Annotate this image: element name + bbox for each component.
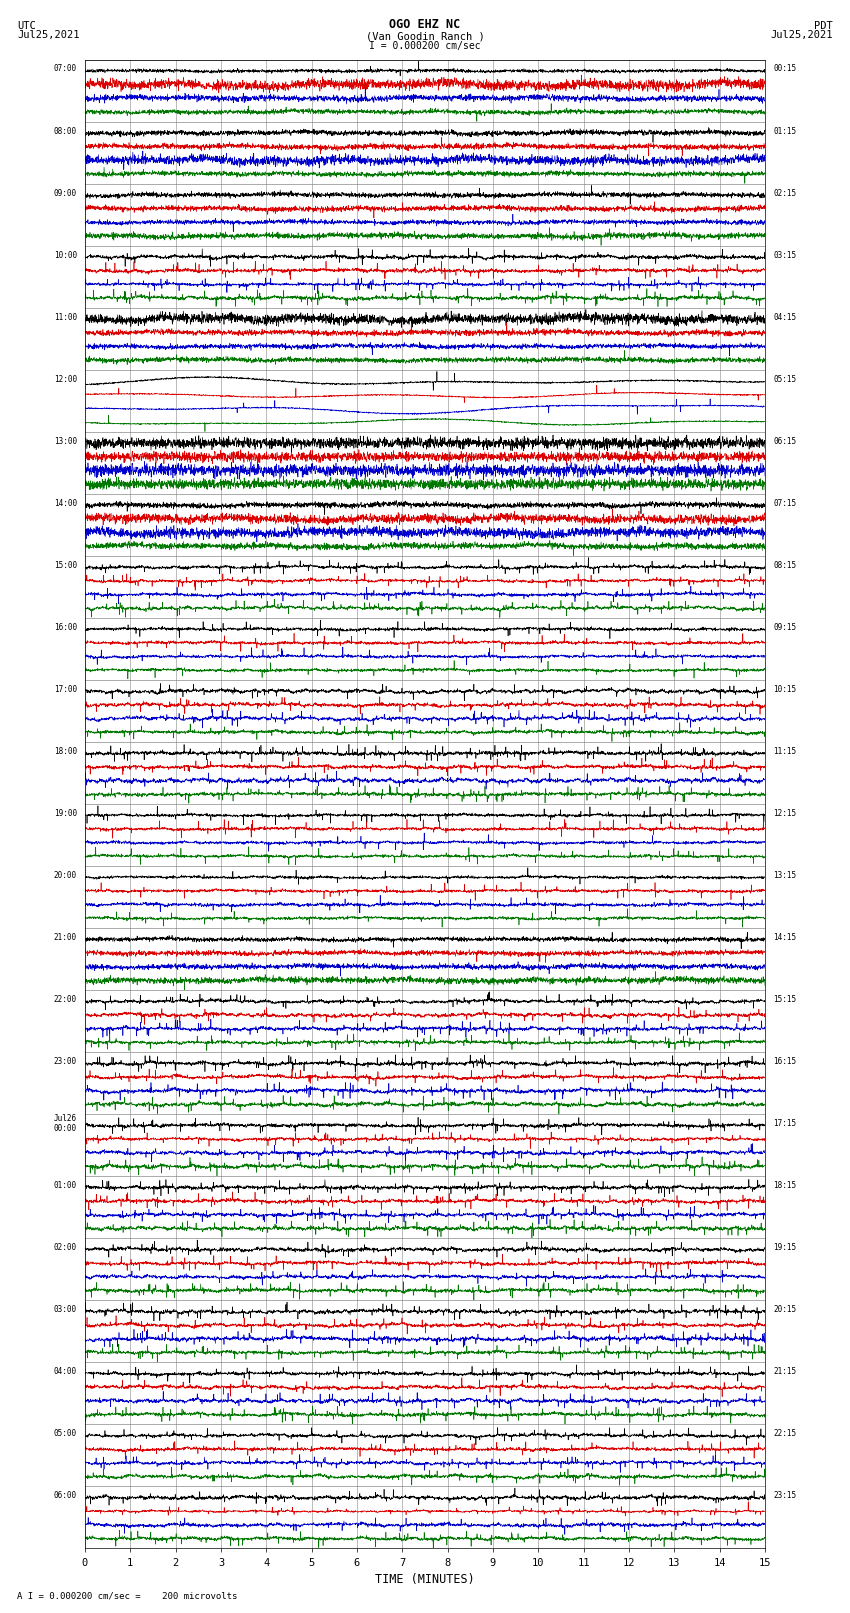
Text: 19:00: 19:00 xyxy=(54,808,76,818)
Text: A I = 0.000200 cm/sec =    200 microvolts: A I = 0.000200 cm/sec = 200 microvolts xyxy=(17,1590,237,1600)
Text: 06:15: 06:15 xyxy=(774,437,796,445)
Text: I = 0.000200 cm/sec: I = 0.000200 cm/sec xyxy=(369,40,481,50)
Text: 00:15: 00:15 xyxy=(774,65,796,74)
Text: 15:00: 15:00 xyxy=(54,561,76,569)
Text: 05:15: 05:15 xyxy=(774,374,796,384)
Text: 10:00: 10:00 xyxy=(54,250,76,260)
Text: 20:00: 20:00 xyxy=(54,871,76,881)
Text: 17:15: 17:15 xyxy=(774,1119,796,1127)
Text: 22:00: 22:00 xyxy=(54,995,76,1003)
Text: 15:15: 15:15 xyxy=(774,995,796,1003)
Text: 07:15: 07:15 xyxy=(774,498,796,508)
Text: Jul26
00:00: Jul26 00:00 xyxy=(54,1115,76,1132)
Text: 21:00: 21:00 xyxy=(54,932,76,942)
Text: 08:00: 08:00 xyxy=(54,126,76,135)
Text: 14:15: 14:15 xyxy=(774,932,796,942)
Text: Jul25,2021: Jul25,2021 xyxy=(770,31,833,40)
Text: 16:00: 16:00 xyxy=(54,623,76,632)
Text: 06:00: 06:00 xyxy=(54,1492,76,1500)
Text: Jul25,2021: Jul25,2021 xyxy=(17,31,80,40)
Text: 03:00: 03:00 xyxy=(54,1305,76,1315)
Text: 10:15: 10:15 xyxy=(774,686,796,694)
Text: 04:00: 04:00 xyxy=(54,1368,76,1376)
Text: 07:00: 07:00 xyxy=(54,65,76,74)
Text: 22:15: 22:15 xyxy=(774,1429,796,1439)
Text: 13:00: 13:00 xyxy=(54,437,76,445)
Text: 09:15: 09:15 xyxy=(774,623,796,632)
Text: 01:00: 01:00 xyxy=(54,1181,76,1190)
Text: 18:00: 18:00 xyxy=(54,747,76,756)
Text: 05:00: 05:00 xyxy=(54,1429,76,1439)
Text: OGO EHZ NC: OGO EHZ NC xyxy=(389,18,461,31)
Text: 11:15: 11:15 xyxy=(774,747,796,756)
Text: 19:15: 19:15 xyxy=(774,1244,796,1252)
Text: 21:15: 21:15 xyxy=(774,1368,796,1376)
Text: 12:00: 12:00 xyxy=(54,374,76,384)
Text: 01:15: 01:15 xyxy=(774,126,796,135)
Text: UTC: UTC xyxy=(17,21,36,31)
Text: 04:15: 04:15 xyxy=(774,313,796,321)
Text: 03:15: 03:15 xyxy=(774,250,796,260)
Text: 17:00: 17:00 xyxy=(54,686,76,694)
Text: 12:15: 12:15 xyxy=(774,808,796,818)
Text: 08:15: 08:15 xyxy=(774,561,796,569)
Text: 14:00: 14:00 xyxy=(54,498,76,508)
X-axis label: TIME (MINUTES): TIME (MINUTES) xyxy=(375,1573,475,1586)
Text: (Van Goodin Ranch ): (Van Goodin Ranch ) xyxy=(366,31,484,40)
Text: 20:15: 20:15 xyxy=(774,1305,796,1315)
Text: 23:15: 23:15 xyxy=(774,1492,796,1500)
Text: 11:00: 11:00 xyxy=(54,313,76,321)
Text: 09:00: 09:00 xyxy=(54,189,76,197)
Text: 13:15: 13:15 xyxy=(774,871,796,881)
Text: 02:00: 02:00 xyxy=(54,1244,76,1252)
Text: 18:15: 18:15 xyxy=(774,1181,796,1190)
Text: 02:15: 02:15 xyxy=(774,189,796,197)
Text: PDT: PDT xyxy=(814,21,833,31)
Text: 16:15: 16:15 xyxy=(774,1057,796,1066)
Text: 23:00: 23:00 xyxy=(54,1057,76,1066)
